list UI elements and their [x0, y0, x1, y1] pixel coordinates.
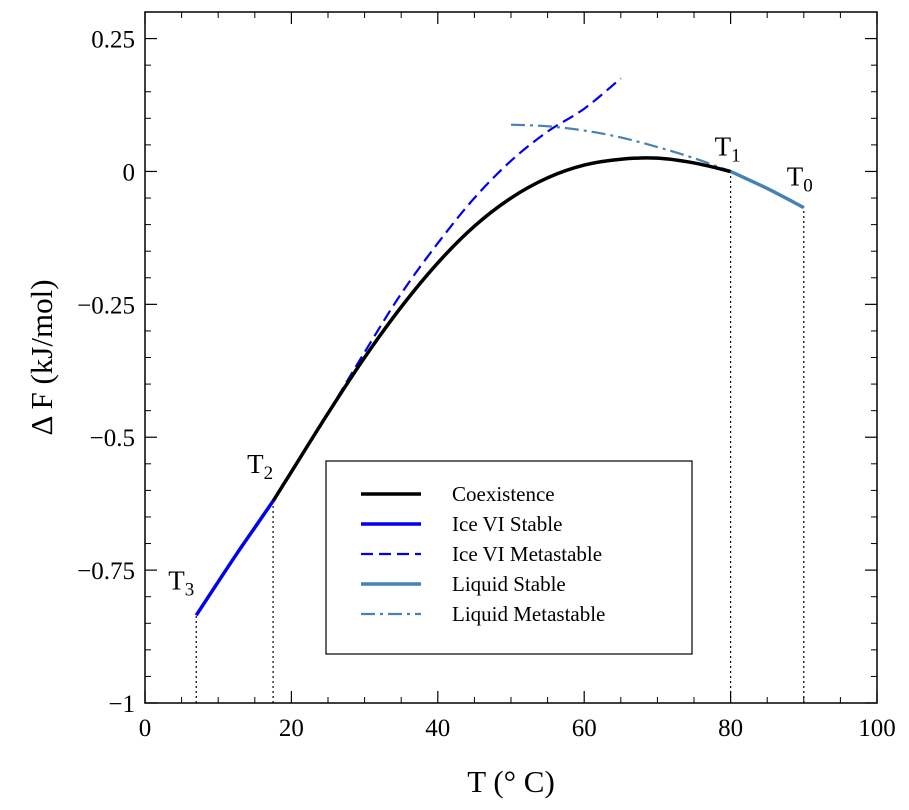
y-axis-label: Δ F (kJ/mol)	[24, 279, 59, 435]
series-lines	[194, 77, 805, 617]
y-tick-label: −0.75	[77, 558, 135, 585]
legend-label: Coexistence	[452, 482, 555, 506]
series-line-coexistence	[271, 156, 731, 502]
temperature-annotations: T3 T2 T1 T0	[168, 131, 813, 600]
x-tick-label: 80	[718, 715, 743, 742]
legend-label: Ice VI Metastable	[452, 542, 602, 566]
tick-labels: 0 20 40 60 80 100 −1 −0.75 −0.5 −0.25 0 0.25	[77, 27, 896, 742]
legend: Coexistence Ice VI Stable Ice VI Metastabl…	[325, 460, 693, 655]
x-tick-label: 0	[139, 715, 152, 742]
x-axis-label: T (° C)	[467, 764, 555, 799]
x-tick-label: 40	[425, 715, 450, 742]
series-line-liquid-metastable	[510, 123, 731, 173]
y-tick-label: −1	[108, 691, 135, 718]
annotation-t1: T1	[715, 131, 741, 166]
x-tick-label: 100	[858, 715, 896, 742]
annotation-t2: T2	[247, 449, 273, 484]
x-tick-label: 60	[572, 715, 597, 742]
series-line-ice-vi-stable	[194, 500, 275, 617]
legend-label: Liquid Metastable	[452, 602, 605, 626]
annotation-t0: T0	[787, 162, 813, 197]
y-tick-label: −0.25	[77, 292, 135, 319]
y-tick-label: 0.25	[91, 27, 135, 54]
y-tick-label: −0.5	[90, 425, 135, 452]
plot-frame	[144, 11, 878, 704]
y-tick-label: 0	[123, 159, 136, 186]
legend-label: Ice VI Stable	[452, 512, 562, 536]
series-line-liquid-stable	[729, 169, 805, 210]
legend-label: Liquid Stable	[452, 572, 566, 596]
series-line-ice-vi-metastable	[327, 77, 622, 414]
annotation-t3: T3	[168, 565, 194, 600]
x-tick-label: 20	[279, 715, 304, 742]
reference-lines	[195, 171, 805, 703]
